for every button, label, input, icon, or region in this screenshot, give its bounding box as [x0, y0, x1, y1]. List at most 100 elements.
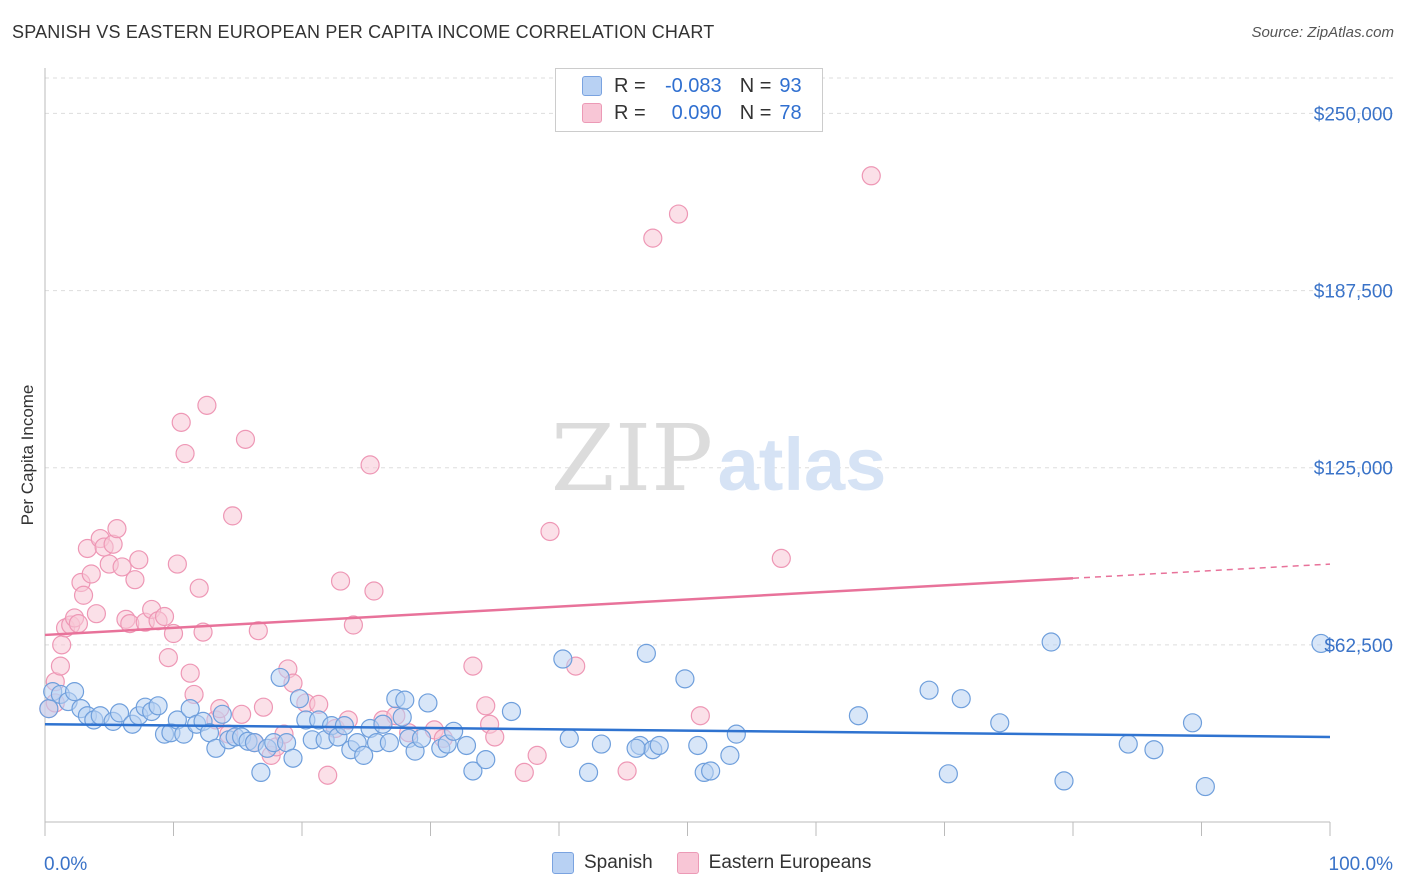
spanish-point [951, 689, 971, 709]
eastern-trend-line [44, 577, 1074, 637]
eastern-point [463, 656, 483, 676]
spanish-point [591, 734, 612, 754]
eastern-point [643, 228, 663, 248]
eastern-point [197, 395, 217, 415]
spanish-point [289, 689, 310, 709]
spanish-point [1041, 632, 1061, 652]
spanish-swatch [582, 76, 602, 96]
x-tick-label: 100.0% [1329, 854, 1394, 875]
spanish-point [148, 696, 168, 716]
spanish-point [1182, 713, 1203, 733]
r-label: R = [614, 101, 646, 124]
eastern-point [129, 550, 149, 570]
tick-labels: $62,500 $125,000 $187,500 $250,000 0.0% 100.0… [44, 104, 1393, 875]
spanish-r-value: -0.083 [664, 74, 722, 97]
eastern-point [253, 697, 274, 717]
eastern-point [68, 613, 89, 634]
eastern-point [364, 581, 384, 601]
spanish-point [411, 728, 432, 748]
x-tick-label: 0.0% [44, 854, 87, 875]
eastern-point [125, 570, 145, 590]
watermark-zip: ZIP [551, 405, 713, 512]
spanish-point [675, 669, 695, 689]
series-spanish [39, 632, 1331, 797]
eastern-point [180, 663, 200, 683]
eastern-point [668, 204, 689, 224]
legend-item-eastern: Eastern Europeans [676, 852, 872, 874]
eastern-point [617, 761, 637, 781]
eastern-point [50, 656, 71, 676]
spanish-point [553, 649, 573, 669]
spanish-point [1054, 771, 1074, 791]
legend-row-eastern: R = 0.090 N = 78 [582, 101, 802, 125]
spanish-point [251, 762, 271, 783]
y-tick-label: $62,500 [1324, 636, 1393, 657]
eastern-point [81, 564, 101, 584]
eastern-point [167, 554, 187, 574]
eastern-trend-line-dashed [1072, 563, 1331, 580]
spanish-point [1311, 633, 1331, 654]
spanish-point [578, 762, 599, 783]
grid-lines [45, 77, 1395, 646]
spanish-point [463, 761, 483, 781]
eastern-r-value: 0.090 [671, 101, 722, 124]
spanish-point [1144, 740, 1164, 760]
eastern-point [771, 548, 791, 569]
eastern-point [476, 696, 496, 716]
spanish-point [701, 761, 721, 781]
trend-lines [44, 563, 1331, 739]
spanish-point [64, 682, 85, 702]
eastern-point [318, 765, 338, 785]
eastern-point [73, 585, 94, 605]
spanish-point [379, 733, 399, 753]
spanish-point [649, 735, 669, 756]
eastern-point [189, 578, 209, 598]
legend-item-spanish: Spanish [552, 852, 653, 874]
chart-title: SPANISH VS EASTERN EUROPEAN PER CAPITA I… [12, 22, 715, 42]
eastern-legend-label: Eastern Europeans [708, 852, 872, 873]
spanish-point [626, 738, 646, 758]
eastern-point [171, 412, 191, 432]
y-tick-label: $125,000 [1314, 459, 1393, 480]
spanish-point [1195, 776, 1215, 797]
spanish-point [270, 667, 290, 688]
spanish-point [919, 680, 939, 700]
spanish-point [726, 724, 746, 744]
spanish-point [938, 764, 958, 784]
spanish-point [501, 701, 522, 722]
spanish-point [212, 704, 232, 724]
eastern-point [86, 604, 107, 624]
eastern-point [485, 727, 505, 747]
spanish-point [373, 714, 393, 734]
eastern-point [514, 762, 534, 783]
spanish-point [395, 690, 415, 710]
eastern-point [343, 615, 363, 635]
eastern-point [223, 506, 243, 526]
eastern-legend-swatch [676, 852, 699, 874]
spanish-n-value: 93 [779, 74, 802, 97]
spanish-point [990, 713, 1010, 733]
spanish-point [636, 643, 656, 663]
spanish-point [559, 728, 579, 748]
eastern-point [235, 429, 256, 449]
spanish-point [456, 735, 477, 756]
spanish-legend-swatch [552, 852, 574, 874]
spanish-point [444, 721, 464, 741]
r-label: R = [614, 74, 646, 97]
eastern-point [330, 571, 351, 591]
eastern-point [527, 745, 547, 765]
spanish-point [392, 707, 412, 727]
n-label: N = [739, 101, 772, 124]
spanish-legend-label: Spanish [584, 852, 653, 873]
spanish-point [283, 748, 303, 768]
eastern-point [175, 443, 195, 464]
eastern-n-value: 78 [779, 101, 802, 124]
spanish-point [688, 735, 708, 756]
eastern-point [154, 606, 175, 627]
eastern-point [103, 534, 123, 554]
spanish-point [334, 716, 355, 736]
eastern-point [360, 455, 380, 475]
spanish-point [1118, 734, 1138, 754]
y-tick-label: $187,500 [1314, 282, 1393, 303]
